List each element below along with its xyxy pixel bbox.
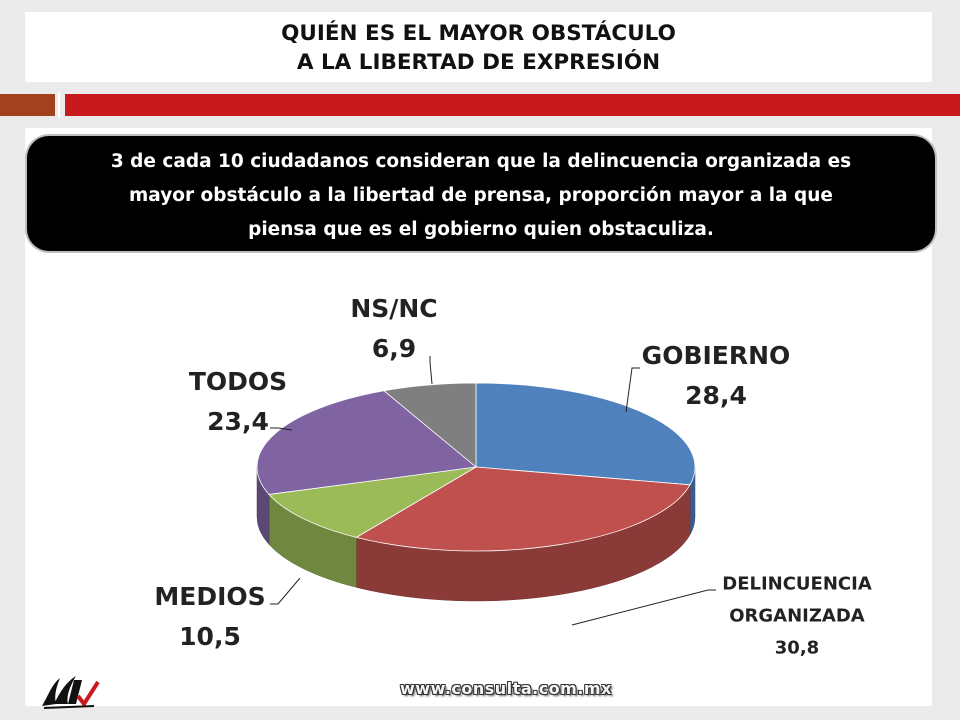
pie-label-value: 10,5 [179,622,241,651]
pie-leader-lines [270,356,716,626]
leader-line-medios [270,577,301,605]
accent-bar-left [0,94,55,116]
pie-label-category: ORGANIZADA [729,605,865,626]
pie-label-value: 6,9 [372,334,416,363]
pie-label-category: DELINCUENCIA [722,573,872,594]
pie-label-value: 23,4 [207,407,269,436]
pie-slice-medios [268,466,477,538]
accent-bar-right [65,94,960,116]
pie-label-category: TODOS [189,367,287,396]
pie-label-category: MEDIOS [154,582,265,611]
pie-labels: GOBIERNO 28,4 DELINCUENCIA ORGANIZADA 30,8 ME… [154,294,871,659]
pie-label-category: NS/NC [350,294,437,323]
leader-line-todos [270,427,293,431]
pie-slice-delincuencia-organizada [355,466,691,552]
pie-label-category: GOBIERNO [642,341,791,370]
callout-line-2: mayor obstáculo a la libertad de prensa,… [129,185,833,206]
consulta-mitofsky-logo-icon [42,676,100,709]
footer-url[interactable]: www.consulta.com.mx [400,679,612,698]
pie-label-value: 30,8 [775,637,819,658]
callout-line-3: piensa que es el gobierno quien obstacul… [248,219,714,240]
pie-slice-gobierno [475,382,696,486]
leader-line-delincuencia-organizada [571,589,716,626]
leader-line-gobierno [625,367,640,413]
pie-slices [256,382,696,602]
pie-label-value: 28,4 [685,381,747,410]
title-banner: QUIÉN ES EL MAYOR OBSTÁCULO A LA LIBERTA… [25,12,932,82]
pie-slice-ns-nc [383,382,477,468]
page-title-line-1: QUIÉN ES EL MAYOR OBSTÁCULO [281,21,676,46]
accent-divider [58,92,60,118]
pie-slice-todos [256,390,477,495]
leader-line-ns-nc [429,356,433,385]
page-title-line-2: A LA LIBERTAD DE EXPRESIÓN [296,50,661,75]
callout-box: 3 de cada 10 ciudadanos consideran que l… [27,136,935,251]
callout-line-1: 3 de cada 10 ciudadanos consideran que l… [110,151,852,172]
